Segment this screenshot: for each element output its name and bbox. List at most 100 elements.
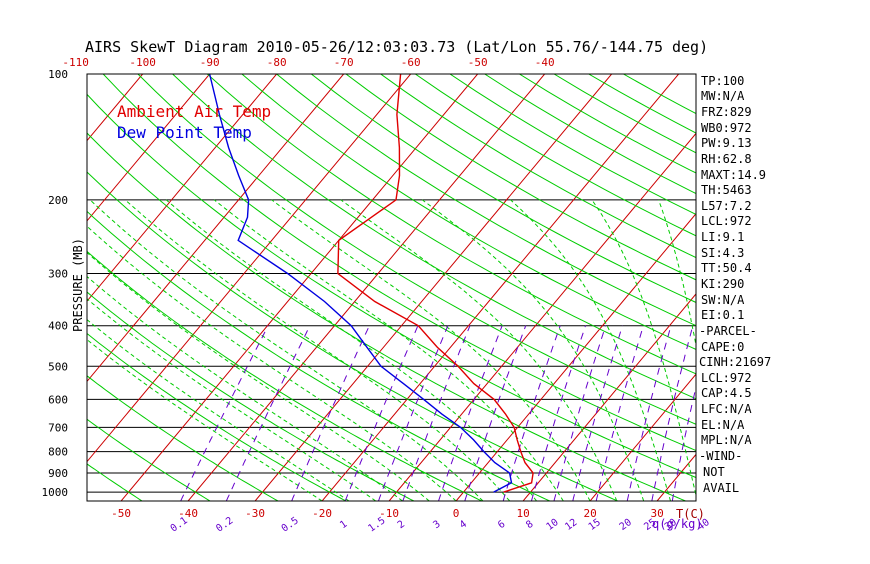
moist-adiabat [213,199,564,501]
bottom-temp-tick-label: 10 [516,507,529,520]
isotherm [120,74,479,501]
dry-adiabat [87,210,551,501]
side-entry-tp: TP:100 [701,74,744,88]
mixing-ratio-label: 6 [496,519,507,531]
mixing-ratio-line [180,325,269,501]
isotherm [254,74,613,501]
bottom-temp-tick-label: 0 [453,507,460,520]
dry-adiabat [137,74,696,425]
dry-adiabat [87,93,696,479]
dry-adiabat [172,74,696,400]
profile-series [208,74,534,493]
mixing-ratio-line [344,325,419,501]
isotherm [321,74,680,501]
moist-adiabat [340,199,618,501]
mixing-ratio-line [225,325,311,501]
top-temp-tick-label: -110 [62,56,89,69]
side-entry-mpl: MPL:N/A [701,433,752,447]
moist-adiabat [422,199,645,501]
y-axis-label: PRESSURE (MB) [71,238,85,332]
mixing-ratio-label: 4 [458,519,469,531]
mixing-ratio-line [572,325,623,501]
side-entry-pw: PW:9.13 [701,136,752,150]
isotherm [87,74,211,222]
side-entry-ei: EI:0.1 [701,308,744,322]
side-entry-wb0: WB0:972 [701,121,752,135]
legend-air-temp: Ambient Air Temp [117,102,271,121]
dry-adiabat [87,332,347,501]
top-temp-tick-label: -70 [334,56,354,69]
moist-adiabat [87,225,457,501]
mixing-ratio-label: 8 [524,519,535,531]
isotherm [87,74,278,302]
pressure-tick-label: 900 [48,467,68,480]
dry-adiabat [380,74,696,259]
moist-adiabat [165,199,537,501]
dry-adiabat [415,74,696,237]
dry-adiabat [87,418,211,501]
bottom-temp-tick-label: -30 [245,507,265,520]
moist-adiabat [89,199,484,501]
side-entry-cape: CAPE:0 [701,340,744,354]
isotherm [0,74,9,501]
legend-dew-point: Dew Point Temp [117,123,252,142]
mixing-ratio-line [438,325,503,501]
side-entry-tt: TT:50.4 [701,261,752,275]
top-temp-tick-label: -40 [535,56,555,69]
mixing-ratio-label: 3 [431,519,442,531]
side-entry-si: SI:4.3 [701,246,744,260]
side-entry-el: EL:N/A [701,418,745,432]
side-entry-cinh: CINH:21697 [699,355,771,369]
top-temp-tick-label: -50 [468,56,488,69]
mixing-ratio-label: 12 [563,517,579,533]
side-entry-wind-header: -WIND- [699,449,742,463]
dry-adiabat [87,171,618,501]
mixing-ratio-label: 0.5 [280,515,301,534]
dry-adiabat [276,74,696,327]
air-temperature-line [337,74,534,493]
moist-adiabat [271,199,591,501]
mixing-ratio-line [595,325,644,501]
mixing-ratio-line [553,325,607,501]
moist-adiabat [124,199,511,501]
isotherm [0,74,76,501]
pressure-tick-label: 400 [48,320,68,333]
moist-adiabat [591,199,696,498]
mixing-ratio-line [671,384,696,501]
dry-adiabat [87,132,686,501]
side-entry-mw: MW:N/A [701,89,745,103]
side-entry-wind-avail: AVAIL [703,481,739,495]
pressure-tick-label: 800 [48,446,68,459]
pressure-tick-label: 300 [48,268,68,281]
plot-frame [86,73,697,502]
side-entry-rh: RH:62.8 [701,152,752,166]
mixing-ratio-line [377,325,449,501]
pressure-tick-label: 500 [48,360,68,373]
bottom-temp-tick-label: -50 [111,507,131,520]
side-entry-l57: L57:7.2 [701,199,752,213]
bottom-temp-tick-label: -40 [178,507,198,520]
side-entry-parcel-header: -PARCEL- [699,324,757,338]
top-temp-tick-label: -60 [401,56,421,69]
side-entry-frz: FRZ:829 [701,105,752,119]
isotherm [791,74,870,501]
moist-adiabat [87,275,403,501]
isotherm [87,74,412,463]
side-entry-maxt: MAXT:14.9 [701,168,766,182]
isotherm [589,373,696,501]
background-grid [0,74,870,501]
mixing-ratio-line [291,325,370,501]
mixing-ratio-label: 10 [544,517,560,533]
mixing-ratio-line [651,325,694,501]
side-entry-lfc: LFC:N/A [701,402,752,416]
side-entry-lcl: LCL:972 [701,214,752,228]
bottom-temp-tick-label: -10 [379,507,399,520]
mixing-ratio-label: 1 [338,519,349,531]
dry-adiabat [241,74,696,350]
isotherm [522,293,696,501]
dry-adiabat [206,74,696,375]
moist-adiabat [87,298,376,501]
mixing-ratio-line [402,325,471,501]
